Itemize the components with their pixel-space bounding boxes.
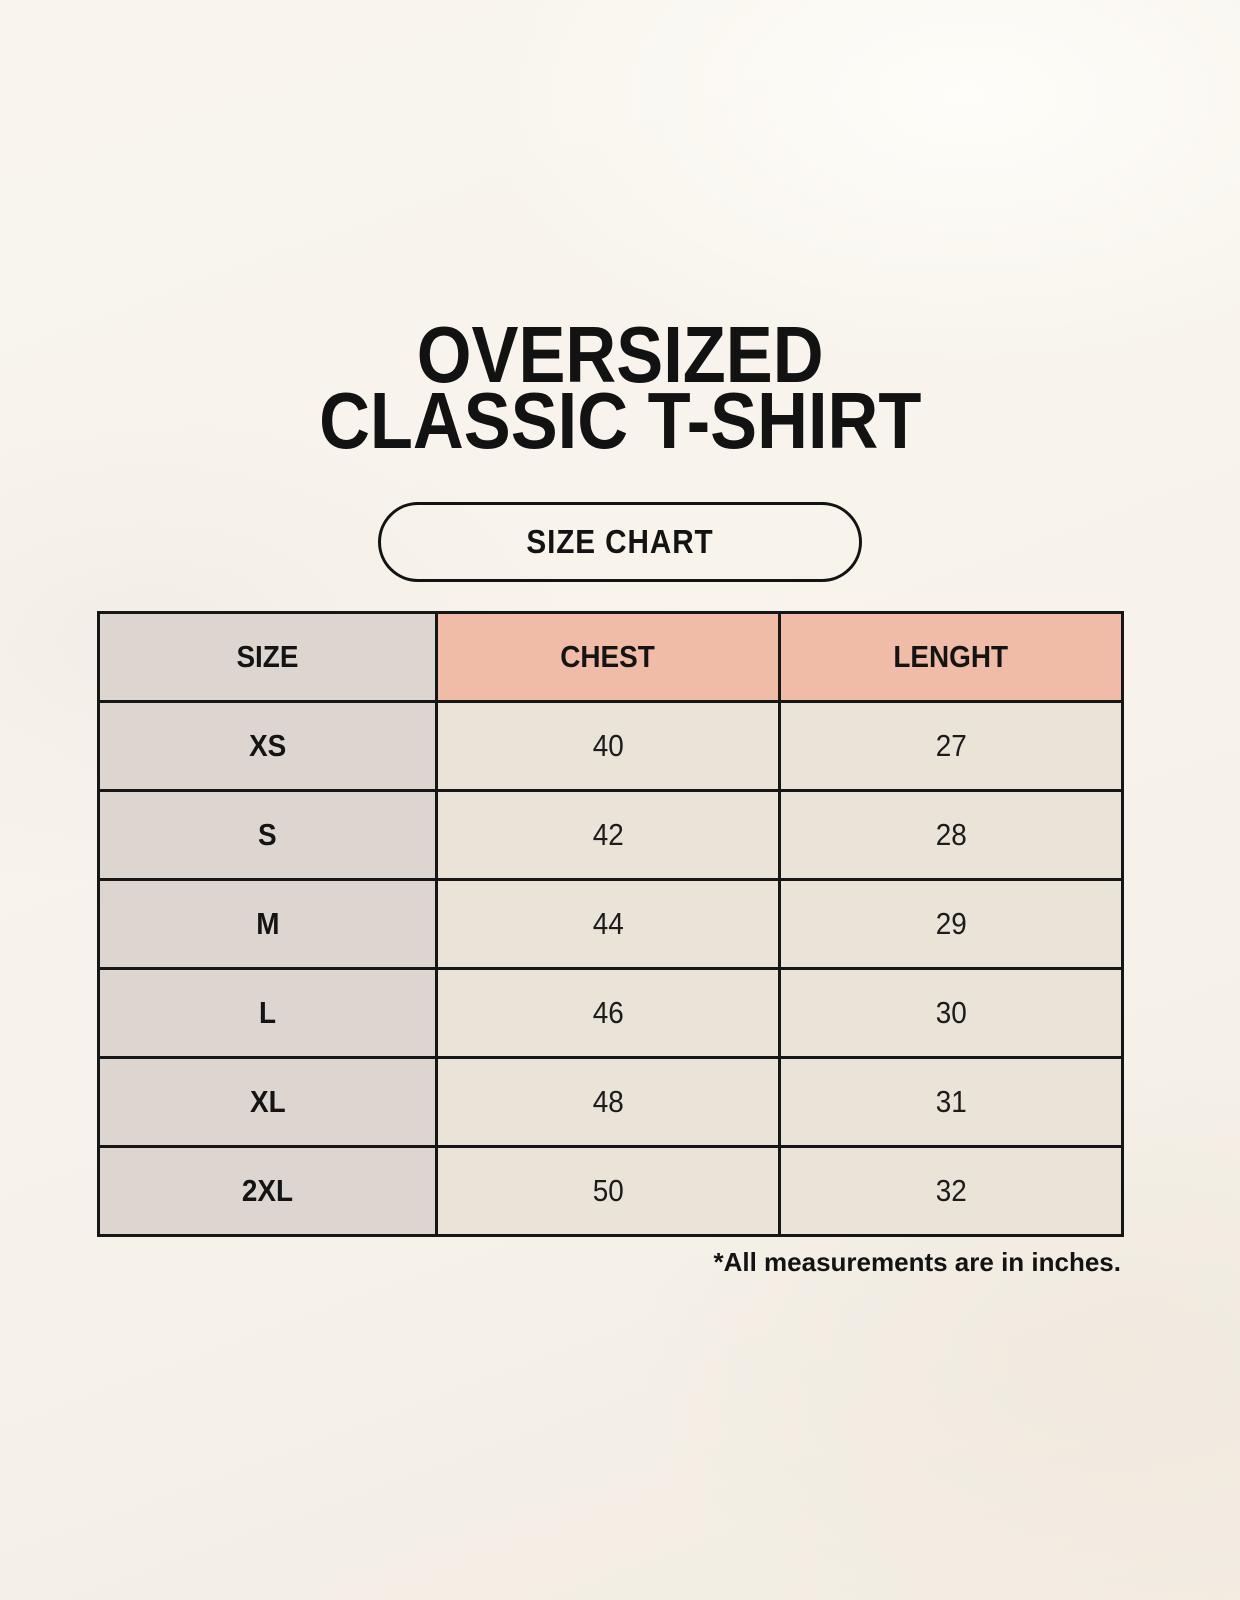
chest-cell: 44 <box>435 878 781 970</box>
length-value: 29 <box>935 906 967 941</box>
size-cell: 2XL <box>97 1145 438 1237</box>
length-value: 30 <box>935 995 967 1030</box>
size-cell: XS <box>97 700 438 792</box>
length-cell: 27 <box>778 700 1124 792</box>
size-label: XS <box>248 728 287 763</box>
chest-value: 40 <box>592 728 624 763</box>
column-header-length-label: LENGHT <box>893 639 1009 674</box>
column-header-chest: CHEST <box>435 611 781 703</box>
chest-value: 46 <box>592 995 624 1030</box>
chest-cell: 46 <box>435 967 781 1059</box>
chest-value: 42 <box>592 817 624 852</box>
length-cell: 31 <box>778 1056 1124 1148</box>
table-row: S 42 28 <box>97 789 1124 881</box>
size-label: M <box>255 906 280 941</box>
size-label: L <box>258 995 277 1030</box>
table-row: XS 40 27 <box>97 700 1124 792</box>
length-cell: 28 <box>778 789 1124 881</box>
size-label: S <box>258 817 277 852</box>
table-row: L 46 30 <box>97 967 1124 1059</box>
chest-cell: 50 <box>435 1145 781 1237</box>
badge-container: SIZE CHART <box>0 502 1240 582</box>
length-cell: 30 <box>778 967 1124 1059</box>
table-row: 2XL 50 32 <box>97 1145 1124 1237</box>
chest-cell: 42 <box>435 789 781 881</box>
column-header-length: LENGHT <box>778 611 1124 703</box>
size-label: 2XL <box>241 1173 294 1208</box>
table-row: XL 48 31 <box>97 1056 1124 1148</box>
size-cell: S <box>97 789 438 881</box>
length-value: 27 <box>935 728 967 763</box>
chest-value: 48 <box>592 1084 624 1119</box>
size-chart-badge-label: SIZE CHART <box>526 523 714 560</box>
length-cell: 29 <box>778 878 1124 970</box>
column-header-size: SIZE <box>97 611 438 703</box>
length-cell: 32 <box>778 1145 1124 1237</box>
column-header-size-label: SIZE <box>236 639 299 674</box>
table-row: M 44 29 <box>97 878 1124 970</box>
page-title: OVERSIZED CLASSIC T-SHIRT <box>0 310 1240 465</box>
length-value: 31 <box>935 1084 967 1119</box>
size-cell: L <box>97 967 438 1059</box>
page-title-line-1: OVERSIZED <box>416 310 824 399</box>
page-title-line-2: CLASSIC T-SHIRT <box>318 376 922 465</box>
chest-cell: 48 <box>435 1056 781 1148</box>
table-header-row: SIZE CHEST LENGHT <box>97 611 1124 703</box>
size-cell: M <box>97 878 438 970</box>
size-cell: XL <box>97 1056 438 1148</box>
length-value: 32 <box>935 1173 967 1208</box>
chest-value: 50 <box>592 1173 624 1208</box>
size-chart-badge[interactable]: SIZE CHART <box>378 502 862 582</box>
column-header-chest-label: CHEST <box>560 639 656 674</box>
chest-value: 44 <box>592 906 624 941</box>
measurements-note: *All measurements are in inches. <box>713 1247 1121 1277</box>
size-label: XL <box>249 1084 286 1119</box>
chest-cell: 40 <box>435 700 781 792</box>
size-chart-table: SIZE CHEST LENGHT XS 40 27 S 42 28 M 44 … <box>97 611 1124 1237</box>
length-value: 28 <box>935 817 967 852</box>
